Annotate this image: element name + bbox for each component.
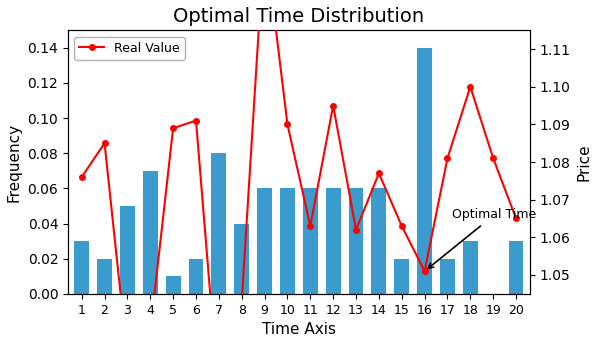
Bar <box>371 189 386 294</box>
Bar <box>509 241 523 294</box>
Bar <box>280 189 295 294</box>
Text: Optimal Time: Optimal Time <box>428 208 536 268</box>
Y-axis label: Frequency: Frequency <box>7 122 22 202</box>
Bar <box>97 259 112 294</box>
Bar <box>166 276 181 294</box>
Title: Optimal Time Distribution: Optimal Time Distribution <box>173 7 425 26</box>
Bar <box>349 189 364 294</box>
Bar <box>303 189 318 294</box>
Bar <box>234 224 249 294</box>
Bar <box>188 259 203 294</box>
Bar <box>394 259 409 294</box>
Legend: Real Value: Real Value <box>74 36 185 60</box>
Bar <box>120 206 135 294</box>
Bar <box>463 241 478 294</box>
Bar <box>440 259 455 294</box>
X-axis label: Time Axis: Time Axis <box>262 322 336 337</box>
Bar <box>257 189 272 294</box>
Bar <box>143 171 158 294</box>
Y-axis label: Price: Price <box>576 143 591 181</box>
Bar <box>326 189 341 294</box>
Bar <box>74 241 89 294</box>
Bar <box>417 48 432 294</box>
Bar <box>212 153 226 294</box>
